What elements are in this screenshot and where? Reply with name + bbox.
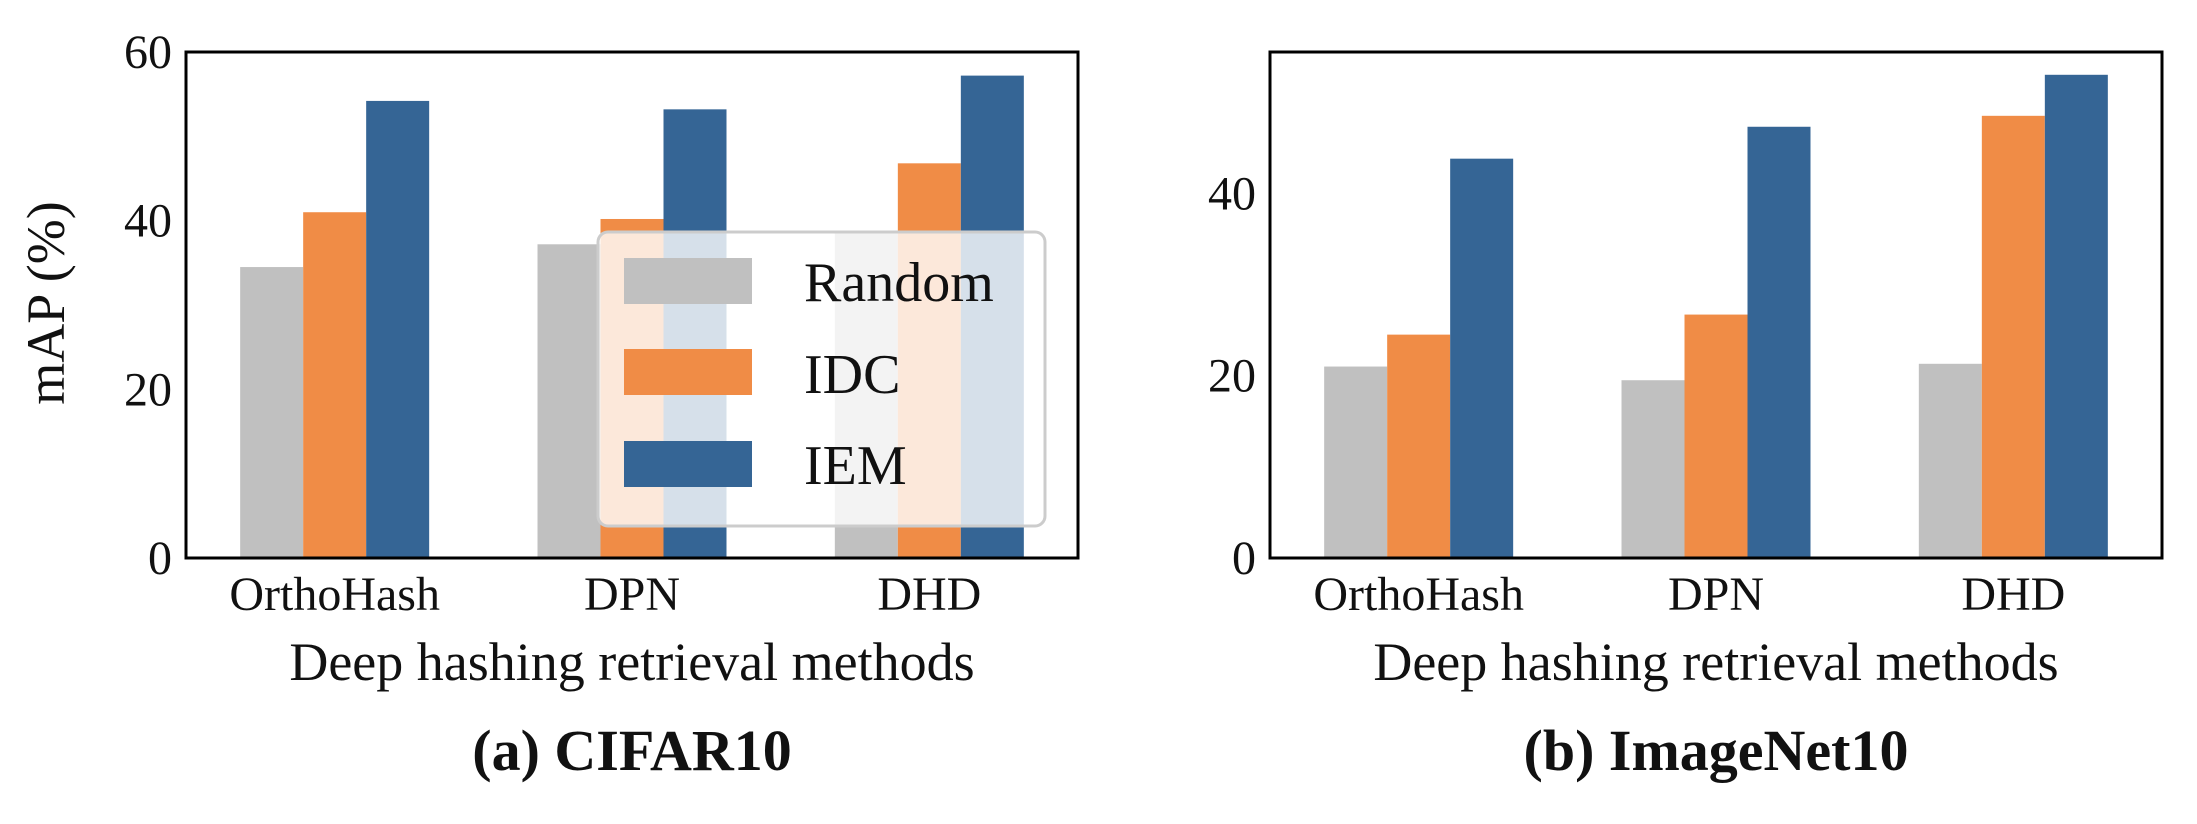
cifar10-x-axis-label: Deep hashing retrieval methods (289, 632, 974, 692)
imagenet10-x-axis-label: Deep hashing retrieval methods (1373, 632, 2058, 692)
legend-label-idc: IDC (804, 344, 900, 406)
cifar10-x-categories: OrthoHash DPN DHD (229, 568, 981, 621)
cifar10-y-tick-label: 0 (148, 532, 172, 585)
imagenet10-bar-dhd-random (1918, 363, 1982, 558)
imagenet10-subtitle: (b) ImageNet10 (1524, 718, 1909, 783)
cifar10-y-tick-label: 20 (124, 363, 172, 416)
legend-swatch-random (624, 258, 752, 304)
cifar10-x-tick-label-dpn: DPN (584, 568, 680, 621)
imagenet10-y-ticks: 0 20 40 (1208, 167, 1256, 585)
imagenet10-bar-orthohash-random (1324, 366, 1388, 558)
imagenet10-y-tick-label: 20 (1208, 350, 1256, 403)
imagenet10-y-tick-label: 0 (1232, 532, 1256, 585)
imagenet10-y-tick-label: 40 (1208, 167, 1256, 220)
imagenet10-bar-dpn-idc (1684, 314, 1748, 558)
cifar10-bar-orthohash-idc (303, 212, 367, 558)
cifar10-y-ticks: 0 20 40 60 (124, 26, 172, 585)
imagenet10-bar-dhd-idc (1981, 115, 2045, 558)
imagenet10-bar-dhd-iem (2044, 74, 2108, 559)
cifar10-panel: mAP (%) 0 20 40 60 OrthoHash DPN DHD Deep has… (16, 26, 1080, 783)
cifar10-bar-orthohash-random (240, 267, 304, 558)
imagenet10-x-tick-label-dhd: DHD (1961, 568, 2065, 621)
cifar10-y-tick-label: 40 (124, 195, 172, 248)
imagenet10-bar-orthohash-iem (1450, 158, 1514, 558)
legend-swatch-iem (624, 441, 752, 487)
legend-label-iem: IEM (804, 435, 907, 497)
cifar10-subtitle: (a) CIFAR10 (472, 718, 791, 783)
imagenet10-bar-dpn-iem (1747, 126, 1811, 558)
cifar10-plot-frame (184, 50, 1080, 560)
legend: Random IDC IEM (596, 230, 1047, 528)
imagenet10-bar-orthohash-idc (1387, 334, 1451, 558)
imagenet10-x-tick-label-orthohash: OrthoHash (1313, 568, 1524, 621)
imagenet10-bars (1324, 74, 2108, 559)
imagenet10-x-categories: OrthoHash DPN DHD (1313, 568, 2065, 621)
legend-swatch-idc (624, 349, 752, 395)
imagenet10-panel: 0 20 40 OrthoHash DPN DHD Deep hashing retri… (1208, 50, 2164, 783)
imagenet10-bar-dpn-random (1621, 380, 1685, 558)
imagenet10-x-tick-label-dpn: DPN (1668, 568, 1764, 621)
imagenet10-plot-frame (1268, 50, 2164, 560)
cifar10-bar-orthohash-iem (366, 100, 430, 558)
legend-label-random: Random (804, 252, 994, 314)
cifar10-y-tick-label: 60 (124, 26, 172, 79)
cifar10-x-tick-label-dhd: DHD (877, 568, 981, 621)
cifar10-x-tick-label-orthohash: OrthoHash (229, 568, 440, 621)
cifar10-y-axis-label: mAP (%) (16, 201, 76, 404)
cifar10-bar-dpn-random (537, 244, 601, 558)
